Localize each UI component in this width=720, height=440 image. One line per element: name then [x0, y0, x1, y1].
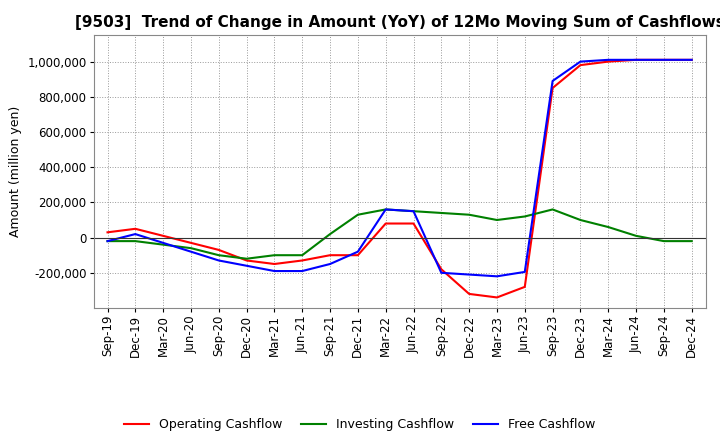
Operating Cashflow [631, 57, 640, 62]
Operating Cashflow [688, 57, 696, 62]
Free Cashflow [688, 57, 696, 62]
Operating Cashflow [521, 284, 529, 290]
Operating Cashflow [354, 253, 362, 258]
Investing Cashflow [409, 209, 418, 214]
Operating Cashflow [270, 261, 279, 267]
Investing Cashflow [298, 253, 307, 258]
Free Cashflow [103, 238, 112, 244]
Investing Cashflow [159, 242, 168, 247]
Free Cashflow [549, 78, 557, 84]
Free Cashflow [604, 57, 613, 62]
Investing Cashflow [465, 212, 474, 217]
Free Cashflow [354, 249, 362, 254]
Operating Cashflow [465, 291, 474, 297]
Operating Cashflow [215, 247, 223, 253]
Investing Cashflow [492, 217, 501, 223]
Investing Cashflow [631, 233, 640, 238]
Investing Cashflow [576, 217, 585, 223]
Free Cashflow [131, 231, 140, 237]
Operating Cashflow [103, 230, 112, 235]
Free Cashflow [382, 207, 390, 212]
Investing Cashflow [186, 246, 195, 251]
Title: [9503]  Trend of Change in Amount (YoY) of 12Mo Moving Sum of Cashflows: [9503] Trend of Change in Amount (YoY) o… [75, 15, 720, 30]
Investing Cashflow [215, 253, 223, 258]
Investing Cashflow [103, 238, 112, 244]
Operating Cashflow [437, 267, 446, 272]
Investing Cashflow [242, 256, 251, 261]
Free Cashflow [465, 272, 474, 277]
Investing Cashflow [549, 207, 557, 212]
Operating Cashflow [492, 295, 501, 300]
Free Cashflow [492, 274, 501, 279]
Operating Cashflow [242, 258, 251, 263]
Investing Cashflow [270, 253, 279, 258]
Operating Cashflow [409, 221, 418, 226]
Investing Cashflow [437, 210, 446, 216]
Operating Cashflow [382, 221, 390, 226]
Investing Cashflow [521, 214, 529, 219]
Y-axis label: Amount (million yen): Amount (million yen) [9, 106, 22, 237]
Operating Cashflow [325, 253, 334, 258]
Investing Cashflow [688, 238, 696, 244]
Free Cashflow [242, 263, 251, 268]
Operating Cashflow [576, 62, 585, 68]
Operating Cashflow [604, 59, 613, 64]
Investing Cashflow [660, 238, 668, 244]
Free Cashflow [437, 270, 446, 275]
Investing Cashflow [604, 224, 613, 230]
Operating Cashflow [660, 57, 668, 62]
Line: Investing Cashflow: Investing Cashflow [107, 209, 692, 259]
Free Cashflow [660, 57, 668, 62]
Legend: Operating Cashflow, Investing Cashflow, Free Cashflow: Operating Cashflow, Investing Cashflow, … [120, 413, 600, 436]
Free Cashflow [159, 240, 168, 246]
Operating Cashflow [131, 226, 140, 231]
Investing Cashflow [354, 212, 362, 217]
Free Cashflow [631, 57, 640, 62]
Investing Cashflow [325, 231, 334, 237]
Operating Cashflow [549, 85, 557, 91]
Operating Cashflow [298, 258, 307, 263]
Operating Cashflow [159, 233, 168, 238]
Line: Operating Cashflow: Operating Cashflow [107, 60, 692, 297]
Free Cashflow [325, 261, 334, 267]
Line: Free Cashflow: Free Cashflow [107, 60, 692, 276]
Investing Cashflow [131, 238, 140, 244]
Free Cashflow [409, 209, 418, 214]
Operating Cashflow [186, 240, 195, 246]
Investing Cashflow [382, 207, 390, 212]
Free Cashflow [215, 258, 223, 263]
Free Cashflow [186, 249, 195, 254]
Free Cashflow [576, 59, 585, 64]
Free Cashflow [298, 268, 307, 274]
Free Cashflow [270, 268, 279, 274]
Free Cashflow [521, 269, 529, 275]
